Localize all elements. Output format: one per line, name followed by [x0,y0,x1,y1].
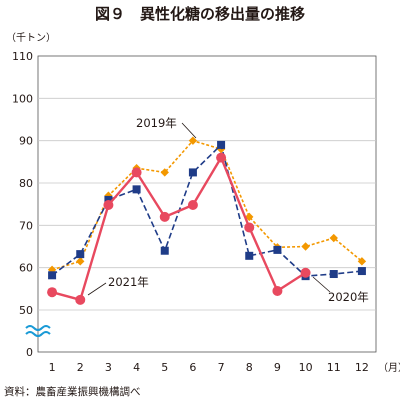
data-point [245,251,254,260]
data-point [357,267,366,276]
data-point [244,222,255,233]
x-tick-label: 7 [218,361,225,374]
x-tick-label: 5 [161,361,168,374]
series-label-2020: 2020年 [328,290,369,304]
x-tick-label: 2 [77,361,84,374]
plot-area [37,55,377,353]
data-point [132,185,141,194]
data-point [187,200,198,211]
series-2020年 [48,140,366,281]
data-point [131,167,142,178]
series-line [51,144,362,277]
series-label-2019: 2019年 [136,116,177,130]
y-tick-label: 90 [19,135,33,148]
x-axis-ticks: 1 2 3 4 5 6 7 8 9 10 11 12 [49,361,369,374]
data-point [47,287,58,298]
data-point [75,294,86,305]
x-tick-label: 8 [246,361,253,374]
y-tick-label-base: 0 [26,346,33,359]
data-point [48,271,57,280]
data-point [300,267,311,278]
series-2021年 [47,152,311,305]
y-tick-label: 60 [19,262,33,275]
x-axis-unit: （月） [378,362,400,374]
data-point [216,152,227,163]
y-tick-label: 80 [19,177,33,190]
data-point [273,245,282,254]
series-line [51,139,363,271]
y-tick-label: 100 [12,92,33,105]
series-line [51,156,307,301]
y-tick-label: 50 [19,304,33,317]
x-tick-label: 11 [327,361,341,374]
y-tick-label: 70 [19,219,33,232]
data-point [76,250,85,259]
data-point [160,168,169,177]
data-point [329,270,338,279]
data-point [301,242,310,251]
x-tick-label: 6 [189,361,196,374]
x-tick-label: 9 [274,361,281,374]
y-axis-unit: （千トン） [6,32,56,44]
leader-line-2020 [312,276,331,293]
series-label-2021: 2021年 [108,275,149,289]
axis-break-icon [25,325,51,337]
leader-line-2019 [181,122,197,139]
data-point [188,136,198,145]
data-point [357,257,367,266]
series-group [47,136,367,305]
y-tick-label: 110 [12,50,33,63]
source-note: 資料：農畜産業振興機構調べ [4,385,141,398]
data-point [329,233,338,243]
chart-title: 図９ 異性化糖の移出量の推移 [95,5,305,23]
x-tick-label: 4 [133,361,140,374]
data-point [272,285,283,296]
x-tick-label: 3 [105,361,112,374]
data-point [217,140,226,149]
data-point [245,212,254,222]
data-point [76,257,85,266]
x-tick-label: 10 [299,361,313,374]
data-point [160,246,169,255]
y-axis-ticks: 110 100 90 80 70 60 50 0 [12,50,33,359]
x-tick-label: 1 [49,361,56,374]
data-point [188,168,197,177]
data-point [104,195,113,204]
data-point [159,211,170,222]
data-point [103,200,114,211]
x-tick-label: 12 [355,361,369,374]
leader-line-2021 [87,282,107,296]
